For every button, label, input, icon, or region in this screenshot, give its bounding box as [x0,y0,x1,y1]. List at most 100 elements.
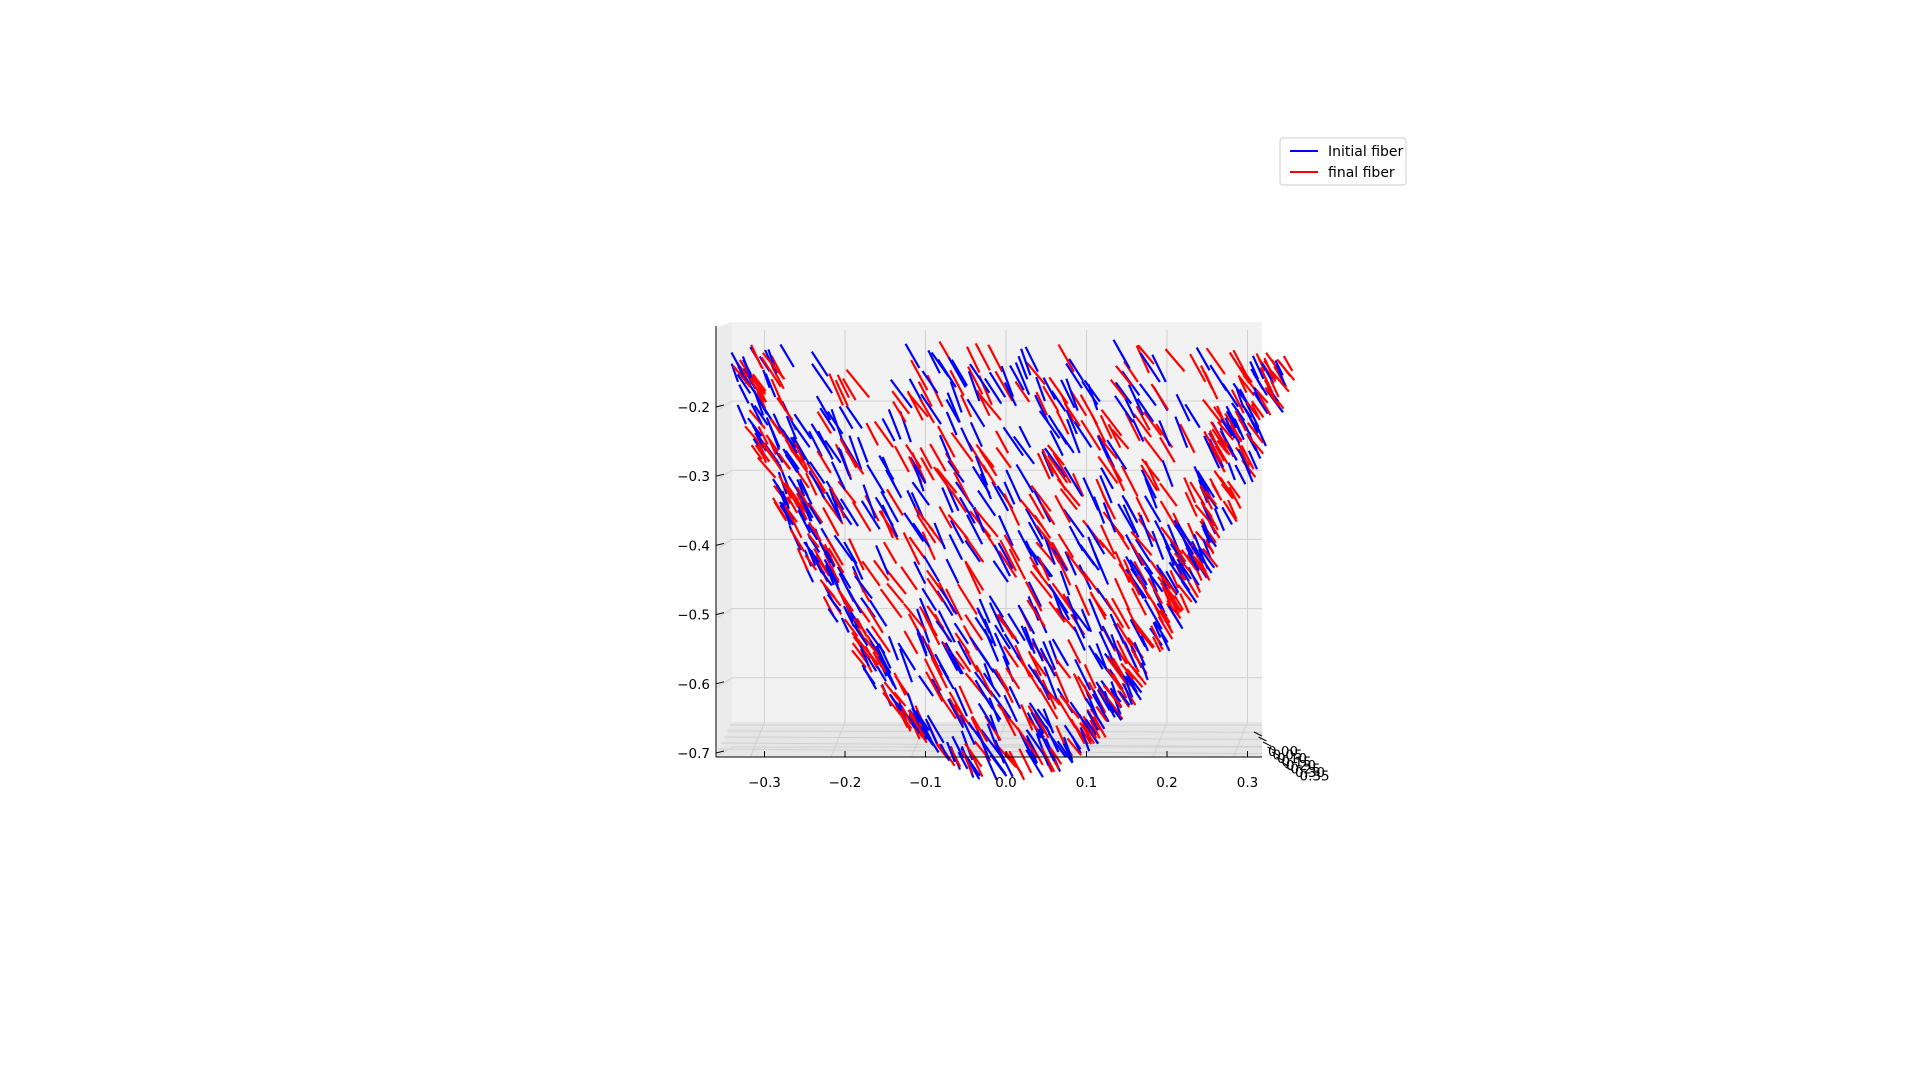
fiber-final-segment [1282,355,1294,372]
z-tick-label: −0.6 [677,677,710,693]
fiber-initial-segment [1191,545,1203,562]
fiber-final-segment [893,672,907,696]
fiber-initial-segment [1143,495,1162,523]
fiber-initial-segment [980,691,1002,721]
fiber-initial-segment [1123,675,1134,698]
fiber-initial-segment [1003,481,1016,505]
fiber-initial-segment [826,593,842,613]
fiber-final-segment [964,648,979,673]
fiber-initial-segment [889,379,913,409]
grid-z-left [717,746,733,757]
fiber-initial-segment [1128,675,1143,694]
fiber-initial-segment [836,566,852,590]
fiber-final-segment [1055,554,1072,586]
fiber-final-segment [1082,570,1101,595]
fiber-initial-segment [1137,552,1154,575]
fiber-final-segment [1008,548,1027,580]
fiber-initial-segment [997,542,1014,570]
fiber-initial-segment [1043,666,1059,701]
fiber-initial-segment [908,378,923,403]
fiber-initial-segment [947,356,967,388]
fiber-final-segment [756,456,777,479]
fiber-initial-segment [1187,567,1200,586]
fiber-final-segment [879,588,903,619]
fiber-final-segment [1150,625,1161,644]
fiber-final-segment [893,691,907,707]
fiber-initial-segment [1168,561,1186,585]
fiber-final-segment [843,618,859,637]
fiber-initial-segment [799,481,813,505]
fiber-initial-segment [909,456,927,484]
fiber-final-segment [893,445,910,473]
fiber-final-segment [1126,668,1144,688]
fiber-final-segment [1152,636,1162,653]
fiber-initial-segment [1112,339,1131,370]
fiber-final-segment [1194,558,1210,579]
fiber-initial-segment [983,663,994,687]
fiber-initial-segment [843,605,856,628]
fiber-initial-segment [1088,644,1104,670]
fiber-initial-segment [1193,533,1204,556]
grid-z-left [717,608,733,619]
fiber-final-segment [907,709,923,727]
fiber-initial-segment [810,351,829,377]
fiber-final-segment [851,501,872,532]
fiber-initial-segment [1226,422,1241,444]
fiber-initial-segment [1203,435,1221,469]
fiber-final-segment [1264,386,1281,407]
fiber-initial-segment [1202,521,1212,542]
fiber-initial-segment [1023,626,1036,654]
fiber-final-segment [1205,347,1226,375]
fiber-initial-segment [1031,638,1044,662]
fiber-initial-segment [953,687,969,717]
fiber-final-segment [1080,419,1102,451]
y-tick-mark [1267,746,1276,752]
fiber-initial-segment [1151,354,1167,383]
fiber-initial-segment [954,481,975,508]
fiber-final-segment [1040,747,1056,773]
fiber-initial-segment [878,455,895,481]
fiber-final-segment [837,480,857,504]
fiber-final-segment [930,656,948,689]
y-tick-mark [1276,756,1285,762]
fiber-final-segment [1118,563,1136,588]
fiber-initial-segment [1076,541,1096,566]
fiber-final-segment [1160,582,1176,604]
fiber-initial-segment [922,555,941,583]
fiber-final-segment [903,630,919,655]
fiber-initial-segment [1245,402,1260,428]
fiber-final-segment [1014,380,1031,403]
fiber-final-segment [816,411,832,434]
fiber-initial-segment [1233,418,1245,441]
fiber-final-segment [751,373,767,392]
z-tick-mark [715,750,725,754]
fiber-final-segment [1123,360,1139,383]
fiber-initial-segment [1008,685,1022,710]
fiber-initial-segment [913,561,927,585]
fiber-initial-segment [1096,435,1110,460]
fiber-initial-segment [810,549,823,574]
fiber-final-segment [1106,657,1128,686]
fiber-final-segment [1203,430,1223,464]
fiber-initial-segment [908,715,921,734]
fiber-final-segment [1270,370,1290,393]
fiber-final-segment [1209,477,1219,494]
fiber-initial-segment [839,498,860,527]
fiber-initial-segment [938,434,952,461]
fiber-final-segment [1126,660,1140,678]
fiber-final-segment [1035,391,1048,416]
legend: Initial fiber final fiber [1279,137,1407,186]
fiber-final-segment [957,583,978,615]
fiber-final-segment [852,618,867,635]
fiber-final-segment [923,613,941,646]
fiber-final-segment [964,742,983,768]
fiber-final-segment [1232,349,1251,381]
fiber-initial-segment [1252,391,1269,415]
fiber-final-segment [1029,570,1053,599]
fiber-initial-segment [988,595,1005,618]
fiber-final-segment [1099,414,1113,440]
fiber-initial-segment [1065,378,1079,411]
fiber-initial-segment [1140,662,1149,681]
fiber-initial-segment [1079,727,1091,752]
